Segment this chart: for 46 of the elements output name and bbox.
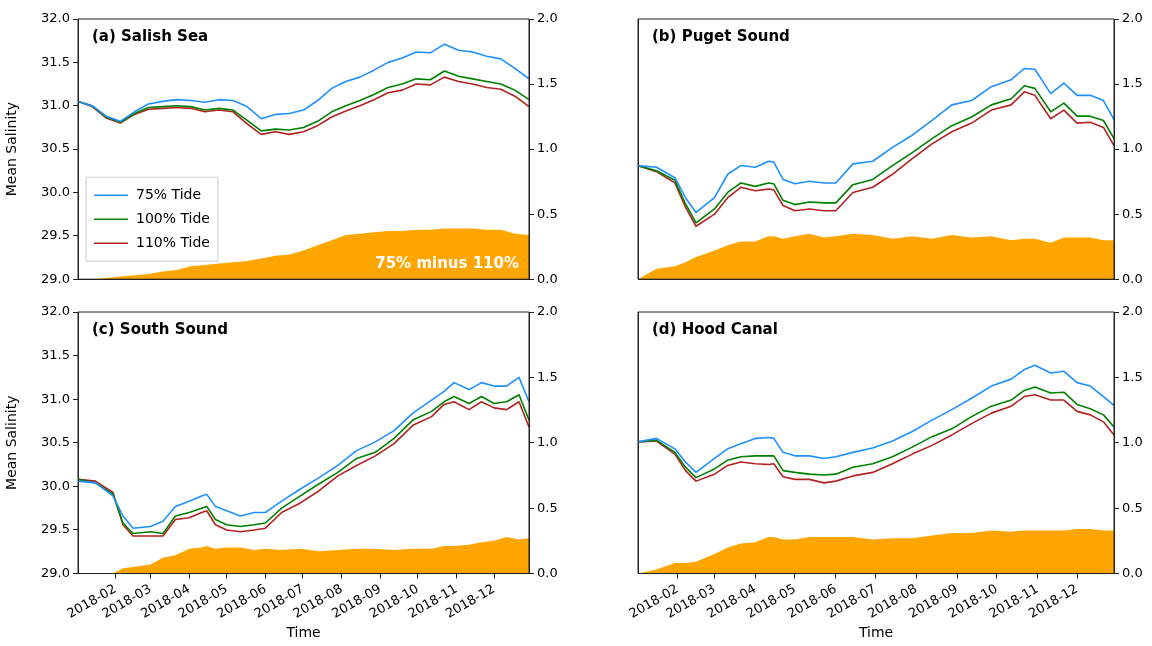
- y2-tick-label: 1.5: [537, 75, 558, 91]
- y-tick-label: 31.0: [41, 97, 70, 113]
- y2-tick-label: 1.0: [1122, 434, 1143, 450]
- legend-label: 100% Tide: [136, 209, 210, 226]
- y-tick-label: 29.5: [41, 521, 70, 537]
- text: (c) South Sound: [92, 320, 228, 339]
- y-tick-label: 29.0: [41, 564, 70, 580]
- y2-tick-label: 0.0: [537, 270, 558, 286]
- legend-label: 110% Tide: [136, 233, 210, 250]
- text: (b) Puget Sound: [652, 27, 790, 46]
- y2-tick-label: 2.0: [1122, 10, 1143, 26]
- y-tick-label: 31.5: [41, 53, 70, 69]
- y-tick-label: 30.0: [41, 183, 70, 199]
- y2-tick-label: 0.0: [537, 564, 558, 580]
- y2-tick-label: 2.0: [537, 10, 558, 26]
- y-tick-label: 29.5: [41, 227, 70, 243]
- y-axis-title: Mean Salinity: [3, 395, 20, 490]
- y-tick-label: 30.0: [41, 477, 70, 493]
- y2-tick-label: 0.0: [1122, 564, 1143, 580]
- x-axis-title: Time: [857, 624, 894, 641]
- y-tick-label: 31.5: [41, 346, 70, 362]
- y-tick-label: 29.0: [41, 270, 70, 286]
- y2-tick-label: 0.5: [537, 205, 558, 221]
- y2-tick-label: 0.5: [1122, 499, 1143, 515]
- y-tick-label: 32.0: [41, 303, 70, 319]
- text: (d) Hood Canal: [652, 320, 778, 339]
- y2-tick-label: 1.0: [537, 434, 558, 450]
- y2-tick-label: 1.0: [1122, 140, 1143, 156]
- y2-tick-label: 1.5: [537, 368, 558, 384]
- y2-tick-label: 2.0: [1122, 303, 1143, 319]
- legend-label: 75% Tide: [136, 185, 202, 202]
- y2-tick-label: 1.5: [1122, 75, 1143, 91]
- y-tick-label: 30.5: [41, 434, 70, 450]
- y-axis-title: Mean Salinity: [3, 101, 20, 197]
- y2-tick-label: 1.0: [537, 140, 558, 156]
- annotation: 75% minus 110%: [375, 253, 519, 272]
- y2-tick-label: 1.5: [1122, 368, 1143, 384]
- text: (a) Salish Sea: [92, 27, 209, 46]
- y2-tick-label: 0.0: [1122, 270, 1143, 286]
- y-tick-label: 32.0: [41, 10, 70, 26]
- y-tick-label: 30.5: [41, 140, 70, 156]
- y2-tick-label: 0.5: [537, 499, 558, 515]
- y2-tick-label: 0.5: [1122, 205, 1143, 221]
- y2-tick-label: 2.0: [537, 303, 558, 319]
- x-axis-title: Time: [285, 624, 321, 641]
- y-tick-label: 31.0: [41, 390, 70, 406]
